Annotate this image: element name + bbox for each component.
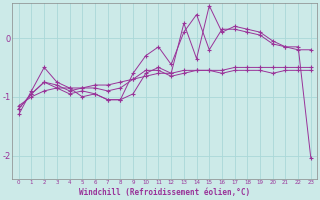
X-axis label: Windchill (Refroidissement éolien,°C): Windchill (Refroidissement éolien,°C) xyxy=(79,188,250,197)
